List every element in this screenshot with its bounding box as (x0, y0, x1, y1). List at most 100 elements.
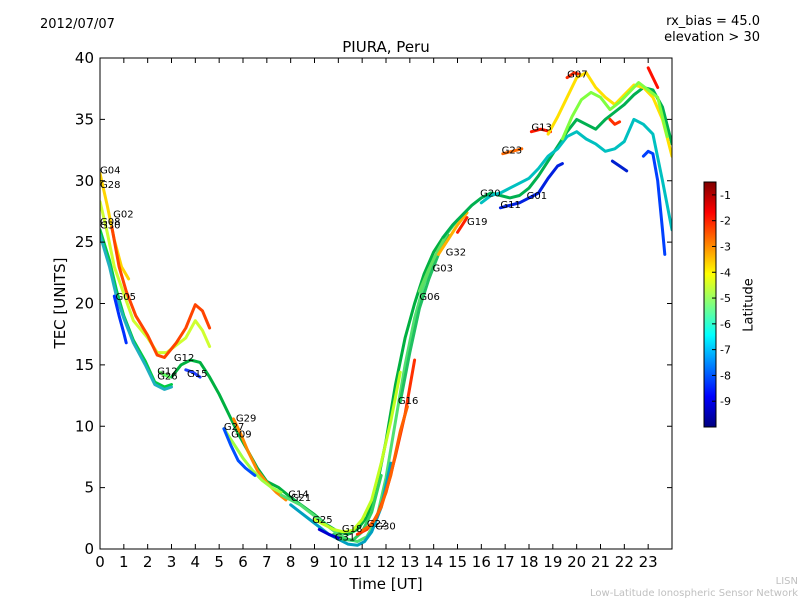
y-tick-label: 30 (75, 172, 94, 190)
satellite-label: G20 (480, 189, 500, 200)
satellite-label: G27 (224, 422, 244, 433)
colorbar-tick-label: -8 (720, 369, 731, 382)
satellite-label: G03 (433, 264, 453, 275)
series-g21 (289, 461, 393, 547)
satellite-label: G16 (398, 396, 418, 407)
colorbar-tick-label: -7 (720, 344, 731, 357)
satellite-label: G31 (335, 532, 355, 543)
satellite-label: G02 (113, 210, 133, 221)
satellite-label: G18 (342, 524, 362, 535)
series-g35 (610, 159, 629, 173)
series-g31 (317, 527, 340, 540)
colorbar: -1 -2 -3 -4 -5 -6 -7 -8 -9 (703, 181, 731, 428)
x-tick-label: 2 (143, 553, 153, 571)
x-tick-label: 7 (262, 553, 272, 571)
colorbar-tick-label: -4 (720, 266, 731, 279)
x-tick-label: 16 (472, 553, 491, 571)
x-ticks: 0 1 2 3 4 5 6 7 8 9 10 11 12 13 14 15 16 17 18 19 20 21 22 23 (95, 58, 658, 571)
y-tick-label: 10 (75, 417, 94, 435)
satellite-label: G01 (527, 191, 547, 202)
y-tick-label: 40 (75, 49, 94, 67)
series-g16 (360, 405, 409, 533)
satellite-label: G32 (446, 248, 466, 259)
series-g01 (479, 117, 672, 232)
elevation-label: elevation > 30 (664, 30, 760, 45)
x-tick-label: 5 (214, 553, 224, 571)
series-g18 (332, 473, 383, 542)
colorbar-tick-label: -5 (720, 292, 731, 305)
satellite-label: G28 (100, 180, 120, 191)
satellite-label: G15 (187, 369, 207, 380)
x-tick-label: 19 (543, 553, 562, 571)
footer-org-full: Low-Latitude Ionospheric Sensor Network (590, 588, 798, 599)
x-tick-label: 14 (424, 553, 443, 571)
satellite-label: G30 (375, 521, 395, 532)
satellite-label: G13 (531, 122, 551, 133)
colorbar-tick-label: -6 (720, 318, 731, 331)
series-g15 (184, 368, 202, 379)
series-g25 (313, 370, 402, 534)
x-tick-label: 23 (639, 553, 658, 571)
y-tick-label: 15 (75, 356, 94, 374)
colorbar-tick-label: -3 (720, 240, 731, 253)
satellite-label: G08 (100, 217, 120, 228)
series-g02 (110, 225, 212, 359)
x-tick-label: 11 (353, 553, 372, 571)
x-tick-label: 4 (191, 553, 201, 571)
footer-org-short: LISN (775, 576, 798, 587)
y-tick-label: 20 (75, 295, 94, 313)
x-tick-label: 0 (95, 553, 105, 571)
y-tick-label: 5 (84, 479, 94, 497)
series-g06 (398, 233, 450, 404)
satellite-label: G19 (467, 217, 487, 228)
x-tick-label: 6 (238, 553, 248, 571)
satellite-label: G12 (174, 353, 194, 364)
y-tick-label: 35 (75, 110, 94, 128)
satellite-label: G30 (100, 221, 120, 232)
x-tick-label: 13 (400, 553, 419, 571)
series-g34 (608, 117, 622, 126)
x-tick-label: 18 (519, 553, 538, 571)
series-g30 (100, 233, 173, 391)
series-g24 (641, 149, 667, 256)
rx-bias-label: rx_bias = 45.0 (666, 14, 760, 29)
series-g32 (436, 211, 469, 256)
satellite-label: G05 (116, 292, 136, 303)
satellite-label: G06 (419, 292, 439, 303)
x-tick-label: 17 (496, 553, 515, 571)
x-axis-label: Time [UT] (349, 575, 423, 593)
satellite-label: G29 (236, 413, 256, 424)
x-tick-label: 22 (615, 553, 634, 571)
y-tick-label: 25 (75, 233, 94, 251)
colorbar-tick-label: -1 (720, 189, 731, 202)
series-g20 (441, 86, 672, 239)
series-g17 (560, 81, 669, 141)
x-tick-label: 20 (567, 553, 586, 571)
colorbar-tick-label: -2 (720, 215, 731, 228)
series-g29 (232, 417, 288, 502)
x-tick-label: 21 (591, 553, 610, 571)
satellite-label: G23 (502, 146, 522, 157)
series-g05 (112, 294, 128, 345)
chart-title: PIURA, Peru (342, 38, 430, 56)
colorbar-tick-label: -9 (720, 395, 731, 408)
colorbar-gradient (703, 181, 717, 428)
satellite-label: G25 (312, 515, 332, 526)
satellite-label: G04 (100, 165, 120, 176)
y-ticks: 0 5 10 15 20 25 30 35 40 (75, 49, 672, 558)
satellite-label: G09 (231, 429, 251, 440)
x-tick-label: 15 (448, 553, 467, 571)
satellite-label: G12 (157, 367, 177, 378)
series-layer (100, 66, 672, 547)
date-label: 2012/07/07 (40, 17, 115, 32)
x-tick-label: 3 (167, 553, 177, 571)
series-g07 (565, 71, 583, 80)
satellite-label: G14 (288, 489, 308, 500)
series-g14 (279, 240, 445, 544)
satellite-label: G22 (367, 519, 387, 530)
series-g13 (529, 127, 552, 134)
x-tick-label: 12 (376, 553, 395, 571)
series-g27 (222, 427, 283, 494)
series-g10 (546, 71, 672, 158)
